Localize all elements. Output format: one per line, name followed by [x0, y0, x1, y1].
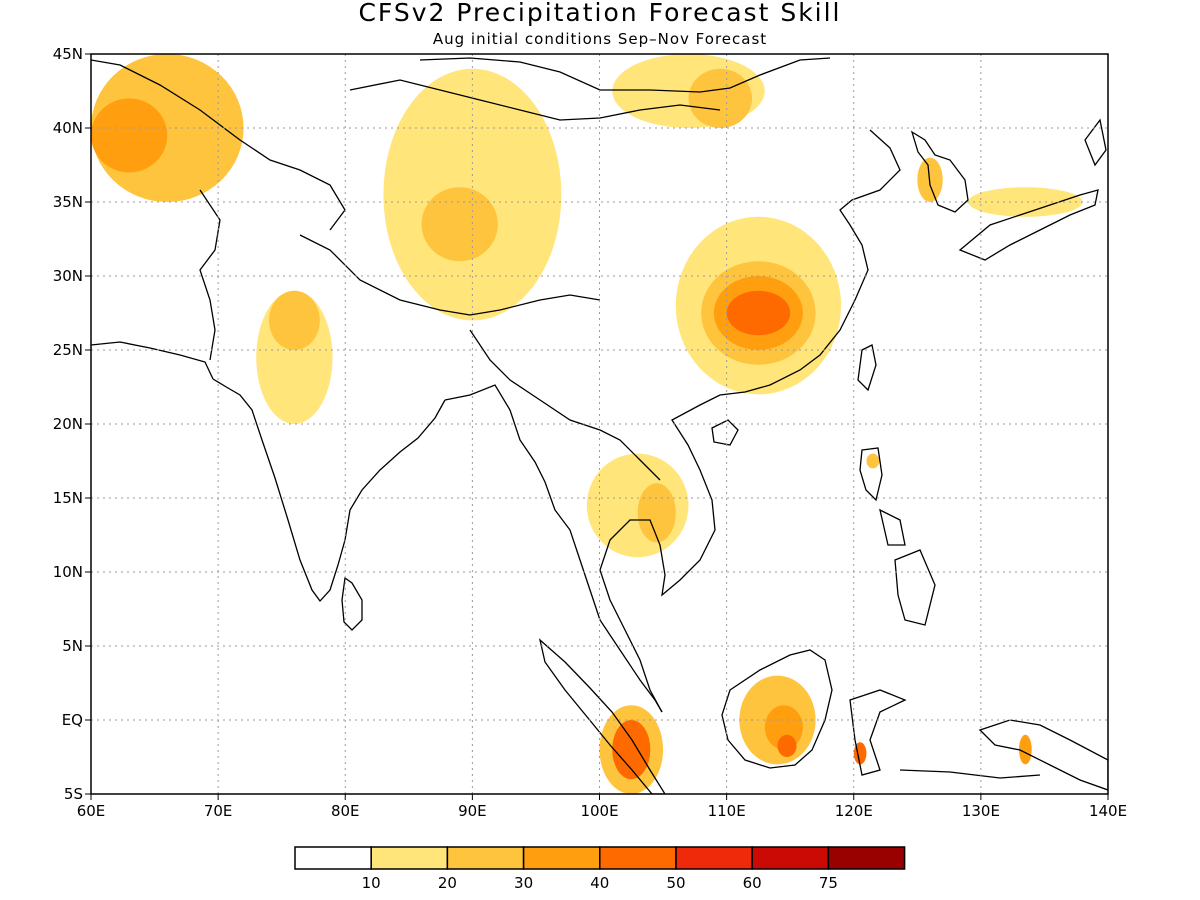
- lat-tick-label: EQ: [62, 711, 83, 729]
- lesser-sunda-coastline: [899, 769, 1041, 779]
- map-title: CFSv2 Precipitation Forecast Skill: [358, 0, 842, 27]
- lat-tick-label: 20N: [53, 415, 83, 433]
- skill-region-pakistan-core: [268, 290, 320, 350]
- iran-coastline: [91, 341, 214, 380]
- coastline-layer: [91, 57, 1108, 794]
- colorbar-swatch: [370, 846, 449, 870]
- sulawesi-coastline: [849, 689, 907, 776]
- lat-tick-label: 45N: [53, 45, 83, 63]
- lon-tick-label: 110E: [708, 802, 746, 820]
- lat-tick-label: 10N: [53, 563, 83, 581]
- luzon-coastline: [859, 447, 883, 502]
- skill-region-borneo-peak: [777, 734, 797, 758]
- sumatra-coastline: [538, 638, 666, 794]
- skill-region-sumatra-core: [612, 720, 651, 780]
- lat-tick-label: 5N: [62, 637, 83, 655]
- lon-tick-label: 80E: [331, 802, 360, 820]
- colorbar-swatch: [522, 846, 601, 870]
- skill-region-mongolia-core: [688, 68, 753, 128]
- lon-tick-label: 140E: [1089, 802, 1127, 820]
- colorbar-label: 75: [819, 874, 838, 892]
- skill-region-tibet-core: [421, 187, 498, 262]
- lat-tick-label: 15N: [53, 489, 83, 507]
- srilanka-coastline: [341, 576, 363, 631]
- mongolia-border: [349, 79, 721, 121]
- taiwan-coastline: [857, 344, 877, 392]
- indochina-coastline: [599, 129, 901, 713]
- lat-tick-label: 40N: [53, 119, 83, 137]
- colorbar-label: 60: [743, 874, 762, 892]
- lat-tick-label: 35N: [53, 193, 83, 211]
- india-coastline: [212, 378, 446, 603]
- pakistan-border: [199, 189, 221, 361]
- skill-region-south-china-peak: [726, 290, 791, 336]
- skill-region-indochina-core: [637, 483, 676, 543]
- lon-tick-label: 70E: [204, 802, 233, 820]
- hokkaido-coastline: [1084, 118, 1107, 167]
- graticule: [91, 54, 1108, 794]
- japan-coastline: [958, 189, 1099, 261]
- lon-tick-label: 100E: [580, 802, 618, 820]
- indochina-border: [469, 329, 661, 481]
- newguinea-coastline: [978, 719, 1108, 791]
- colorbar-swatch: [446, 846, 525, 870]
- colorbar-swatch: [294, 846, 372, 870]
- axis-ticks: 60E 70E 80E 90E 100E 110E 120E 130E 140E 45N 40N 35…: [53, 45, 1127, 820]
- skill-shading-layer: [91, 54, 1083, 794]
- lat-tick-label: 25N: [53, 341, 83, 359]
- colorbar-label: 50: [666, 874, 685, 892]
- colorbar-swatch: [675, 846, 753, 870]
- colorbar-swatch: [827, 846, 906, 870]
- colorbar-label: 30: [514, 874, 533, 892]
- lon-tick-label: 130E: [962, 802, 1000, 820]
- colorbar-label: 10: [362, 874, 381, 892]
- hainan-coastline: [711, 419, 739, 446]
- visayas-coastline: [879, 508, 906, 546]
- skill-region-new-guinea: [1019, 734, 1032, 765]
- skill-region-luzon: [866, 453, 880, 469]
- lat-tick-label: 30N: [53, 267, 83, 285]
- central-asia-border: [91, 59, 346, 231]
- colorbar-swatch: [751, 846, 830, 870]
- colorbar: 10 20 30 40 50 60 75: [294, 846, 906, 892]
- skill-region-central-asia-core: [91, 98, 168, 173]
- colorbar-swatch: [599, 846, 677, 870]
- korea-coastline: [910, 130, 969, 213]
- colorbar-label: 20: [438, 874, 457, 892]
- skill-region-japan: [968, 187, 1083, 217]
- lon-tick-label: 120E: [835, 802, 873, 820]
- northern-border: [419, 57, 831, 93]
- lon-tick-label: 60E: [77, 802, 106, 820]
- bay-of-bengal-east-coastline: [444, 384, 663, 713]
- lat-tick-label: 5S: [64, 785, 83, 803]
- borneo-coastline: [721, 649, 833, 769]
- colorbar-label: 40: [590, 874, 609, 892]
- lon-tick-label: 90E: [458, 802, 487, 820]
- mindanao-coastline: [894, 549, 936, 626]
- map-subtitle: Aug initial conditions Sep–Nov Forecast: [432, 30, 768, 48]
